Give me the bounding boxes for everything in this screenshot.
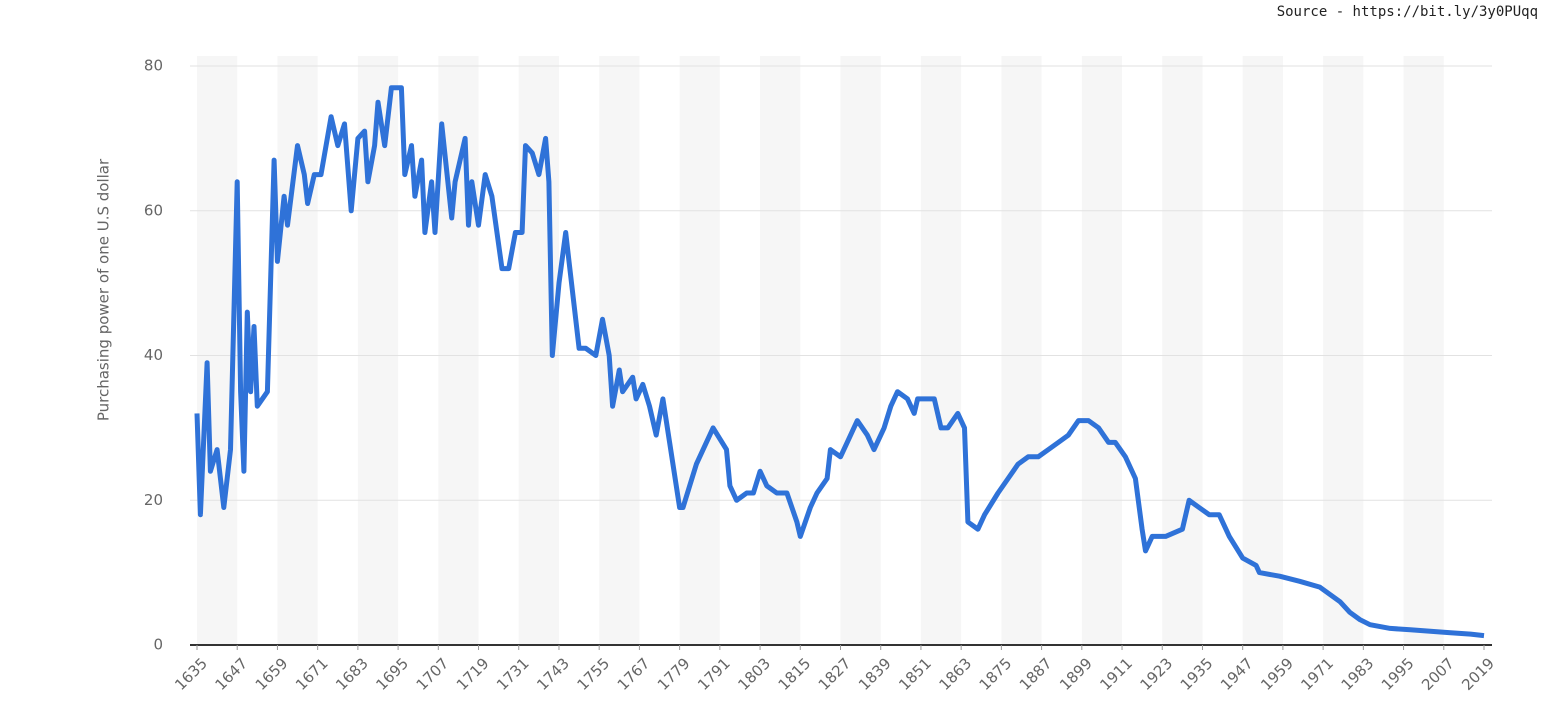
x-tick-label: 1767 [614, 654, 654, 694]
x-tick-label: 1707 [413, 654, 453, 694]
band [760, 56, 801, 645]
x-tick-label: 1791 [694, 654, 734, 694]
x-tick-label: 1659 [252, 654, 292, 694]
x-tick-label: 1887 [1016, 654, 1056, 694]
x-tick-label: 1995 [1378, 654, 1418, 694]
x-tick-label: 1899 [1056, 654, 1096, 694]
x-tick-label: 1719 [453, 654, 493, 694]
x-tick-label: 1839 [855, 654, 895, 694]
x-tick-label: 1971 [1297, 654, 1337, 694]
x-tick-label: 1779 [654, 654, 694, 694]
x-tick-label: 1647 [211, 654, 251, 694]
band [1323, 56, 1364, 645]
x-tick-label: 1671 [292, 654, 332, 694]
data-line [194, 85, 1485, 639]
x-tick-label: 2007 [1418, 654, 1458, 694]
y-tick-label: 60 [144, 201, 163, 219]
x-tick-label: 1875 [976, 654, 1016, 694]
band [1242, 56, 1283, 645]
x-tick-label: 1851 [895, 654, 935, 694]
x-tick-label: 1743 [533, 654, 573, 694]
y-tick-label: 80 [144, 57, 163, 75]
x-tick-label: 1935 [1177, 654, 1217, 694]
band [1001, 56, 1042, 645]
y-tick-label: 20 [144, 491, 163, 509]
y-axis-label: Purchasing power of one U.S dollar [95, 158, 113, 421]
band [1403, 56, 1444, 645]
x-tick-label: 1947 [1217, 654, 1257, 694]
x-tick-label: 1959 [1257, 654, 1297, 694]
x-tick-label: 1911 [1096, 654, 1136, 694]
x-tick-label: 1803 [734, 654, 774, 694]
x-tick-label: 1683 [332, 654, 372, 694]
band [599, 56, 640, 645]
x-tick-label: 1755 [573, 654, 613, 694]
y-tick-label: 40 [144, 346, 163, 364]
x-tick-label: 1983 [1338, 654, 1378, 694]
band [679, 56, 720, 645]
source: Source - https://bit.ly/3y0PUqq [1277, 4, 1538, 20]
x-tick-label: 1635 [171, 654, 211, 694]
x-tick-label: 1827 [815, 654, 855, 694]
band [1162, 56, 1203, 645]
x-tick-label: 1815 [775, 654, 815, 694]
x-tick-label: 1731 [493, 654, 533, 694]
x-tick-label: 1695 [372, 654, 412, 694]
x-tick-label: 1923 [1137, 654, 1177, 694]
x-tick-label: 1863 [935, 654, 975, 694]
band [840, 56, 881, 645]
band [920, 56, 962, 645]
y-tick-label: 0 [153, 636, 163, 654]
band [1081, 56, 1123, 645]
x-tick-label: 2019 [1458, 654, 1498, 694]
